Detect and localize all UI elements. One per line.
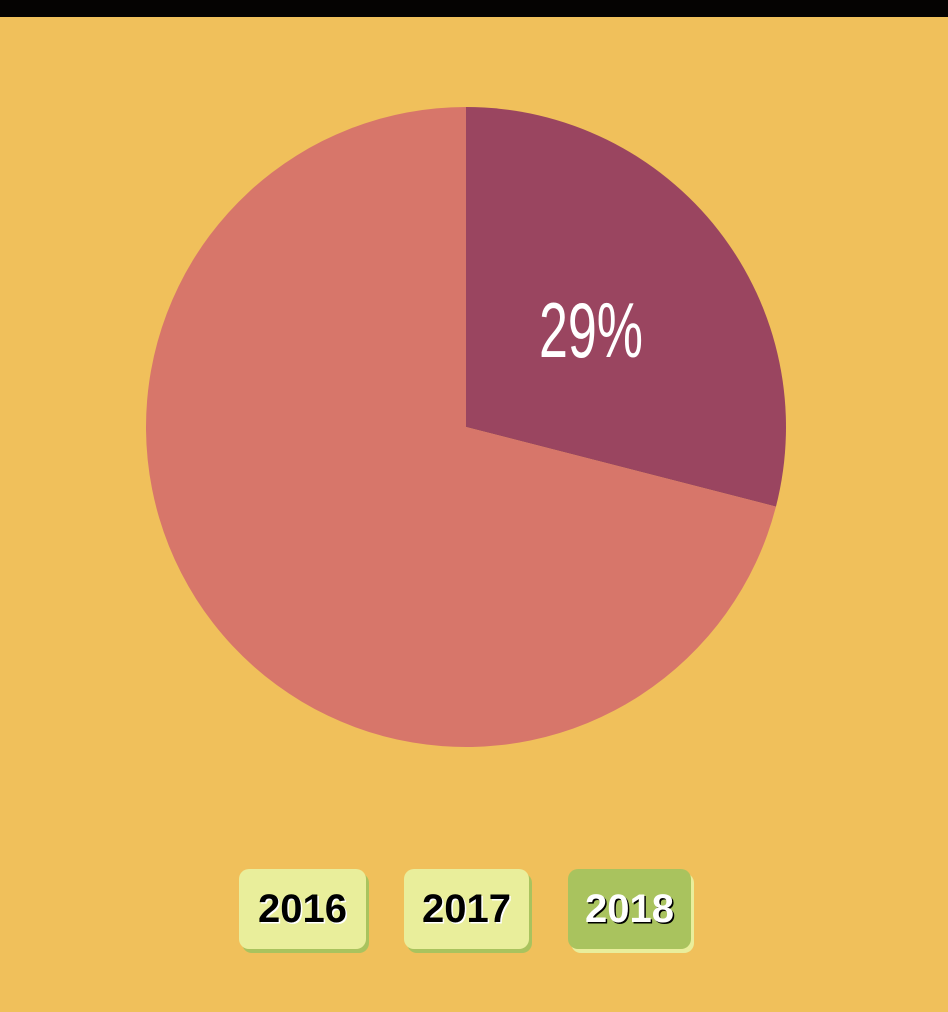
svg-text:29%: 29%: [539, 286, 643, 374]
